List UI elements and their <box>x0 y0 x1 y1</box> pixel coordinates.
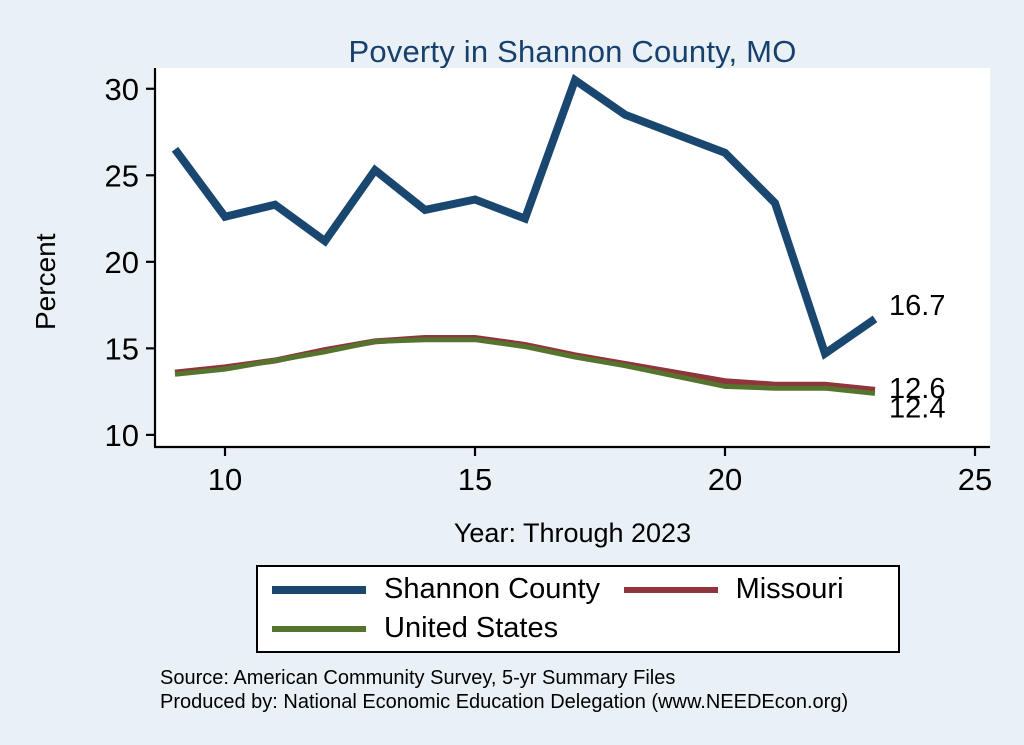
y-tick-label: 10 <box>105 418 139 453</box>
y-tick-label: 30 <box>105 72 139 107</box>
legend-label-shannon-county: Shannon County <box>384 573 601 605</box>
legend-swatch-united-states <box>272 625 366 632</box>
plot-area <box>155 68 990 447</box>
end-value-label-missouri: 12.6 <box>889 373 945 405</box>
x-tick-label: 25 <box>958 462 992 497</box>
legend-swatch-missouri <box>623 586 718 593</box>
legend-label-united-states: United States <box>384 612 559 644</box>
end-value-label-united-states: 12.4 <box>889 392 945 424</box>
y-tick-label: 20 <box>105 245 139 280</box>
legend-label-missouri: Missouri <box>735 573 844 605</box>
legend-item-united-states: United States <box>272 612 624 645</box>
x-tick-label: 20 <box>708 462 742 497</box>
x-tick-label: 10 <box>208 462 242 497</box>
y-tick-label: 25 <box>105 158 139 193</box>
end-value-label-shannon-county: 16.7 <box>889 290 945 322</box>
y-axis-label: Percent <box>30 233 61 331</box>
source-note: Source: American Community Survey, 5-yr … <box>160 667 676 689</box>
legend-swatch-shannon-county <box>272 585 366 594</box>
series-line-shannon-county <box>171 73 878 360</box>
chart-legend: Shannon County Missouri United States <box>256 565 900 653</box>
chart-title: Poverty in Shannon County, MO <box>348 34 797 69</box>
x-tick-label: 15 <box>458 462 492 497</box>
produced-by-note: Produced by: National Economic Education… <box>160 691 849 713</box>
series-line-united-states <box>174 337 876 396</box>
legend-item-missouri: Missouri <box>623 573 884 606</box>
legend-item-shannon-county: Shannon County <box>272 573 624 606</box>
chart-footer: Source: American Community Survey, 5-yr … <box>160 666 848 714</box>
poverty-line-chart: 10 15 20 25 30 10 15 20 25 16.7 12.612.4 <box>105 68 992 497</box>
x-axis-label: Year: Through 2023 <box>453 518 692 548</box>
y-tick-label: 15 <box>105 331 139 366</box>
